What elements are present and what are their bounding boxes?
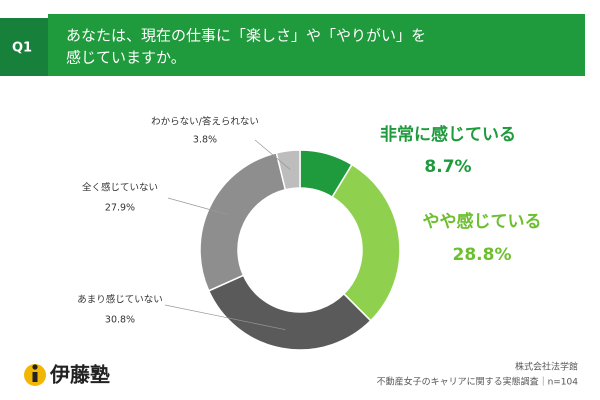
- title-line: あなたは、現在の仕事に「楽しさ」や「やりがい」を: [66, 27, 426, 45]
- slice-value: 8.7%: [424, 157, 471, 177]
- leader-line: [167, 197, 228, 215]
- logo-text: 伊藤塾: [49, 363, 110, 387]
- slice-value: 27.9%: [105, 203, 135, 214]
- slice-label: あまり感じていない: [77, 294, 163, 306]
- slice-label: やや感じている: [423, 211, 542, 232]
- source: 株式会社法学館: [515, 361, 578, 373]
- slice-value: 30.8%: [105, 315, 135, 326]
- title-line: 感じていますか。: [66, 49, 186, 67]
- question-label: Q1: [12, 41, 32, 56]
- leader-line: [254, 139, 291, 170]
- slice-value: 3.8%: [193, 135, 217, 146]
- donut-segment: [207, 274, 372, 351]
- slice-value: 28.8%: [453, 245, 512, 265]
- logo-mark-i: [32, 372, 38, 382]
- header-bar: [48, 14, 585, 76]
- question-badge: [0, 18, 48, 76]
- slice-label: わからない/答えられない: [151, 116, 259, 128]
- slice-label: 全く感じていない: [82, 182, 158, 194]
- leader-line: [164, 304, 286, 331]
- donut-segment: [199, 151, 287, 292]
- source: 不動産女子のキャリアに関する実態調査｜n=104: [377, 376, 579, 388]
- slice-label: 非常に感じている: [380, 124, 516, 145]
- logo-mark-dot: [32, 364, 38, 370]
- donut-segment: [275, 149, 301, 191]
